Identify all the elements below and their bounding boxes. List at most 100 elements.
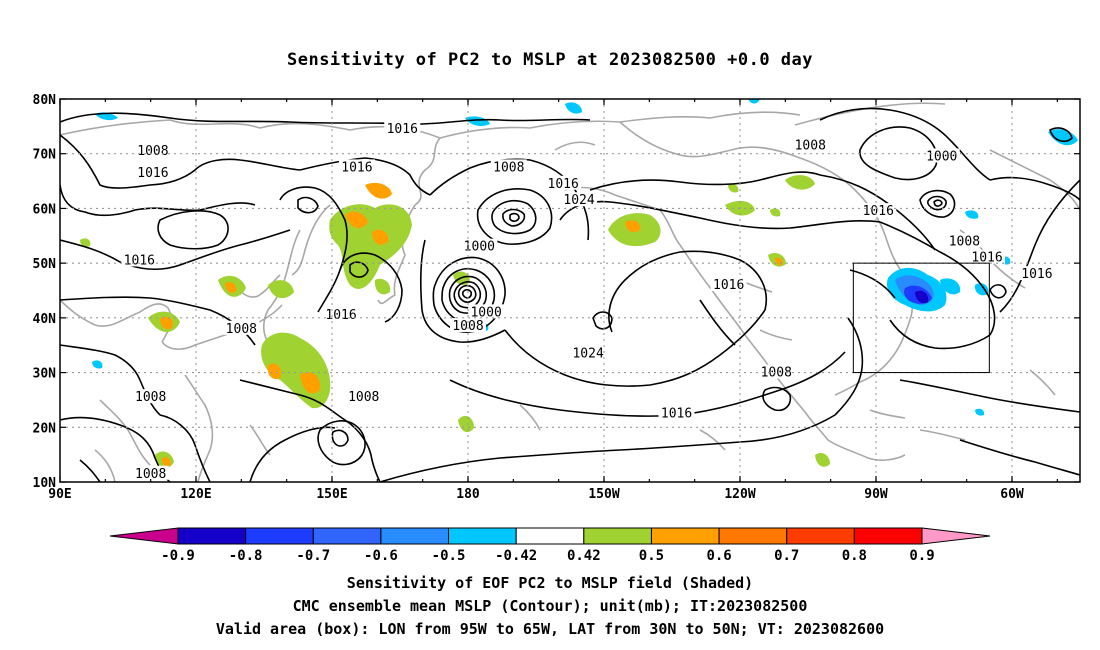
axis-labels: 90E 120E 150E 180 150W 120W 90W 60W 10N 20N 30N 40N…	[33, 93, 1024, 502]
contour-label: 1008	[452, 319, 483, 334]
colorbar-label: 0.6	[706, 548, 731, 564]
colorbar-cell	[380, 527, 450, 545]
lat-tick-label: 30N	[33, 367, 57, 382]
contour-label-bg	[1018, 266, 1055, 281]
contour-label-bg	[450, 318, 486, 333]
contour-label: 1008	[949, 234, 980, 249]
lon-tick-label: 90W	[864, 487, 888, 502]
lat-tick-label: 20N	[33, 421, 57, 436]
colorbar-cell	[583, 527, 652, 545]
contour-label: 1016	[863, 204, 894, 219]
axis-ticks	[59, 98, 1080, 483]
contour-label: 1024	[572, 346, 603, 361]
contour-label-bg	[946, 233, 983, 248]
caption-valid-area: Valid area (box): LON from 95W to 65W, L…	[215, 620, 885, 638]
colorbar-low-extend	[109, 527, 179, 545]
lon-tick-label: 180	[456, 487, 480, 502]
contour-label-bg	[384, 121, 421, 136]
lat-tick-label: 50N	[33, 257, 57, 272]
contour-label-bg	[860, 203, 897, 218]
contour-label: 1000	[464, 240, 495, 255]
contour-label-bg	[758, 364, 795, 379]
map-frame	[59, 98, 1081, 483]
contour-label-bg	[134, 164, 171, 179]
contour-label-bg	[338, 159, 375, 174]
colorbar-label: -0.5	[432, 548, 466, 564]
map-plot-area: 1016 1008 1016 1016 1016 1016 1008 1008 1008 1008…	[60, 99, 1080, 482]
contour-label: 1016	[325, 308, 356, 323]
contour-label-bg	[132, 389, 169, 404]
contour-label: 1024	[563, 193, 594, 208]
contour-label-bg	[710, 277, 747, 292]
colorbar-label: 0.8	[842, 548, 867, 564]
contour-label-bg	[570, 345, 607, 360]
contour-label: 1008	[137, 144, 168, 159]
caption-shaded-field: Sensitivity of EOF PC2 to MSLP field (Sh…	[346, 574, 754, 592]
contour-label-bg	[545, 175, 582, 190]
lat-tick-label: 70N	[33, 148, 57, 163]
contour-label-bg	[923, 148, 960, 163]
contour-label: 1008	[493, 160, 524, 175]
contour-label-bg	[461, 238, 498, 253]
colorbar-label: 0.42	[567, 548, 601, 564]
lon-tick-label: 90E	[48, 487, 71, 502]
contour-label: 1008	[348, 390, 379, 405]
contour-label-bg	[223, 320, 260, 335]
colorbar-label: -0.6	[364, 548, 398, 564]
contour-label-bg	[561, 192, 598, 207]
valid-area-box	[852, 262, 990, 374]
contour-label: 1008	[795, 139, 826, 154]
colorbar-cell	[853, 527, 923, 545]
colorbar-cell	[177, 527, 247, 545]
contour-label: 1000	[470, 305, 501, 320]
contour-label: 1008	[226, 322, 257, 337]
contour-label: 1016	[124, 253, 155, 268]
contour-label: 1016	[661, 407, 692, 422]
colorbar-label: -0.7	[296, 548, 330, 564]
colorbar-cell	[650, 527, 720, 545]
colorbar-cell	[515, 527, 585, 545]
contour-label: 1016	[713, 278, 744, 293]
colorbar-cell	[312, 527, 382, 545]
contour-label-bg	[134, 142, 171, 157]
lon-tick-label: 150W	[588, 487, 619, 502]
lon-tick-label: 60W	[1000, 487, 1024, 502]
contour-label: 1016	[1021, 267, 1052, 282]
contour-label-bg	[658, 405, 695, 420]
colorbar-label: -0.9	[161, 548, 195, 564]
grid-lines	[60, 99, 1080, 482]
colorbar: -0.9 -0.8 -0.7 -0.6 -0.5 -0.42 0.42 0.5 0.6 0.7 0.…	[109, 527, 991, 564]
caption-contour-field: CMC ensemble mean MSLP (Contour); unit(m…	[292, 597, 808, 615]
colorbar-label: -0.8	[229, 548, 263, 564]
lon-tick-label: 120W	[724, 487, 755, 502]
contour-label: 1008	[135, 467, 166, 482]
lat-tick-label: 60N	[33, 202, 57, 217]
contour-label: 1008	[761, 366, 792, 381]
contour-label: 1016	[548, 177, 579, 192]
contour-label: 1000	[926, 149, 957, 164]
contour-label-bg	[345, 389, 382, 404]
contour-label: 1008	[135, 390, 166, 405]
mslp-contours	[60, 107, 1080, 482]
contour-label: 1016	[971, 251, 1002, 266]
colorbar-label: -0.42	[495, 548, 537, 564]
contour-label-bg	[490, 159, 527, 174]
lat-tick-label: 40N	[33, 312, 57, 327]
colorbar-cell	[786, 527, 855, 545]
contour-label: 1016	[387, 122, 418, 137]
lon-tick-label: 120E	[180, 487, 211, 502]
lat-tick-label: 10N	[33, 476, 57, 491]
colorbar-cell	[245, 527, 314, 545]
lat-tick-label: 80N	[33, 93, 57, 108]
contour-label: 1016	[137, 166, 168, 181]
lon-tick-label: 150E	[316, 487, 347, 502]
chart-title: Sensitivity of PC2 to MSLP at 2023082500…	[286, 50, 813, 70]
colorbar-label: 0.7	[774, 548, 799, 564]
colorbar-label: 0.9	[909, 548, 934, 564]
colorbar-label: 0.5	[639, 548, 664, 564]
contour-labels: 1016 1008 1016 1016 1016 1016 1008 1008 1008 1008…	[121, 121, 1055, 482]
contour-label: 1016	[341, 160, 372, 175]
colorbar-cell	[718, 527, 788, 545]
contour-label-bg	[121, 252, 158, 267]
